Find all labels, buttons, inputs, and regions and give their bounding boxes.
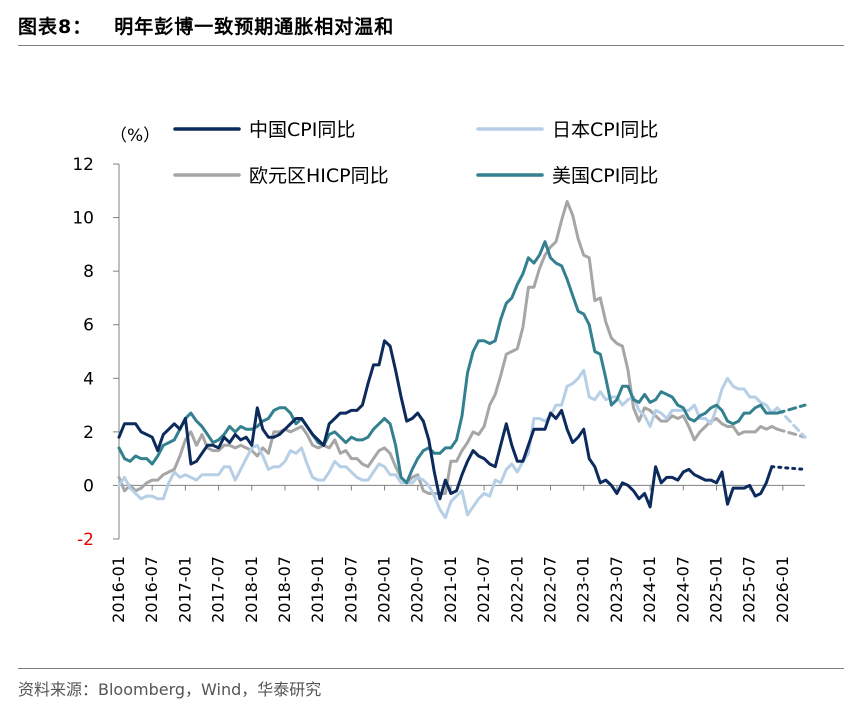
us-cpi-series-line — [117, 240, 779, 485]
x-tick-label: 2025-01 — [706, 556, 725, 623]
x-tick-label: 2021-07 — [474, 556, 493, 623]
y-tick-label: 4 — [83, 369, 94, 389]
figure-number: 图表8： — [18, 16, 93, 38]
x-tick-label: 2023-01 — [574, 556, 593, 623]
legend-label-euro-hicp: 欧元区HICP同比 — [249, 165, 389, 187]
japan-cpi-series-line — [117, 368, 779, 520]
y-tick-label: -2 — [77, 530, 94, 550]
y-tick-label: 6 — [83, 316, 94, 336]
china-cpi-forecast-line — [770, 465, 807, 471]
us-cpi-forecast-line — [775, 403, 807, 415]
euro-hicp-forecast-line — [775, 427, 807, 439]
x-tick-label: 2022-07 — [541, 556, 560, 623]
y-tick-label: 0 — [83, 476, 94, 496]
legend-item-us-cpi: 美国CPI同比 — [476, 165, 658, 187]
legend-item-china-cpi: 中国CPI同比 — [173, 119, 355, 141]
source-note: 资料来源：Bloomberg，Wind，华泰研究 — [18, 680, 322, 699]
x-tick-label: 2021-01 — [441, 556, 460, 623]
x-tick-label: 2024-01 — [640, 556, 659, 623]
y-tick-label: 2 — [83, 423, 94, 443]
legend-item-euro-hicp: 欧元区HICP同比 — [173, 165, 389, 187]
china-cpi-series-line — [117, 339, 774, 509]
legend-label-china-cpi: 中国CPI同比 — [249, 119, 355, 141]
x-tick-label: 2022-01 — [507, 556, 526, 623]
legend-label-us-cpi: 美国CPI同比 — [552, 165, 658, 187]
axes-layer: -2 0 2 4 6 8 10 12 2016-01 2016-07 2017-01 2017-07 2… — [72, 155, 805, 623]
x-tick-label: 2016-01 — [109, 556, 128, 623]
euro-hicp-series-line — [117, 200, 779, 495]
x-tick-label: 2016-07 — [142, 556, 161, 623]
x-tick-label: 2026-01 — [773, 556, 792, 623]
x-tick-label: 2020-07 — [408, 556, 427, 623]
x-tick-label: 2018-01 — [242, 556, 261, 623]
x-tick-label: 2024-07 — [673, 556, 692, 623]
x-tick-label: 2025-07 — [740, 556, 759, 623]
legend-label-japan-cpi: 日本CPI同比 — [552, 119, 658, 141]
legend-item-japan-cpi: 日本CPI同比 — [476, 119, 658, 141]
figure-title: 图表8： 明年彭博一致预期通胀相对温和 — [18, 12, 416, 39]
x-tick-label: 2019-07 — [341, 556, 360, 623]
y-tick-label: 8 — [83, 262, 94, 282]
x-tick-label: 2019-01 — [308, 556, 327, 623]
x-tick-label: 2018-07 — [275, 556, 294, 623]
y-tick-label: 12 — [72, 155, 94, 175]
x-tick-label: 2020-01 — [375, 556, 394, 623]
footer-divider — [18, 668, 844, 669]
title-divider — [18, 45, 844, 46]
x-tick-label: 2017-01 — [175, 556, 194, 623]
series-layer — [117, 200, 807, 520]
y-tick-label: 10 — [72, 209, 94, 229]
x-tick-label: 2017-07 — [209, 556, 228, 623]
y-axis-unit-label: （%） — [110, 126, 160, 146]
figure-title-text: 明年彭博一致预期通胀相对温和 — [114, 16, 395, 38]
x-tick-label: 2023-07 — [607, 556, 626, 623]
